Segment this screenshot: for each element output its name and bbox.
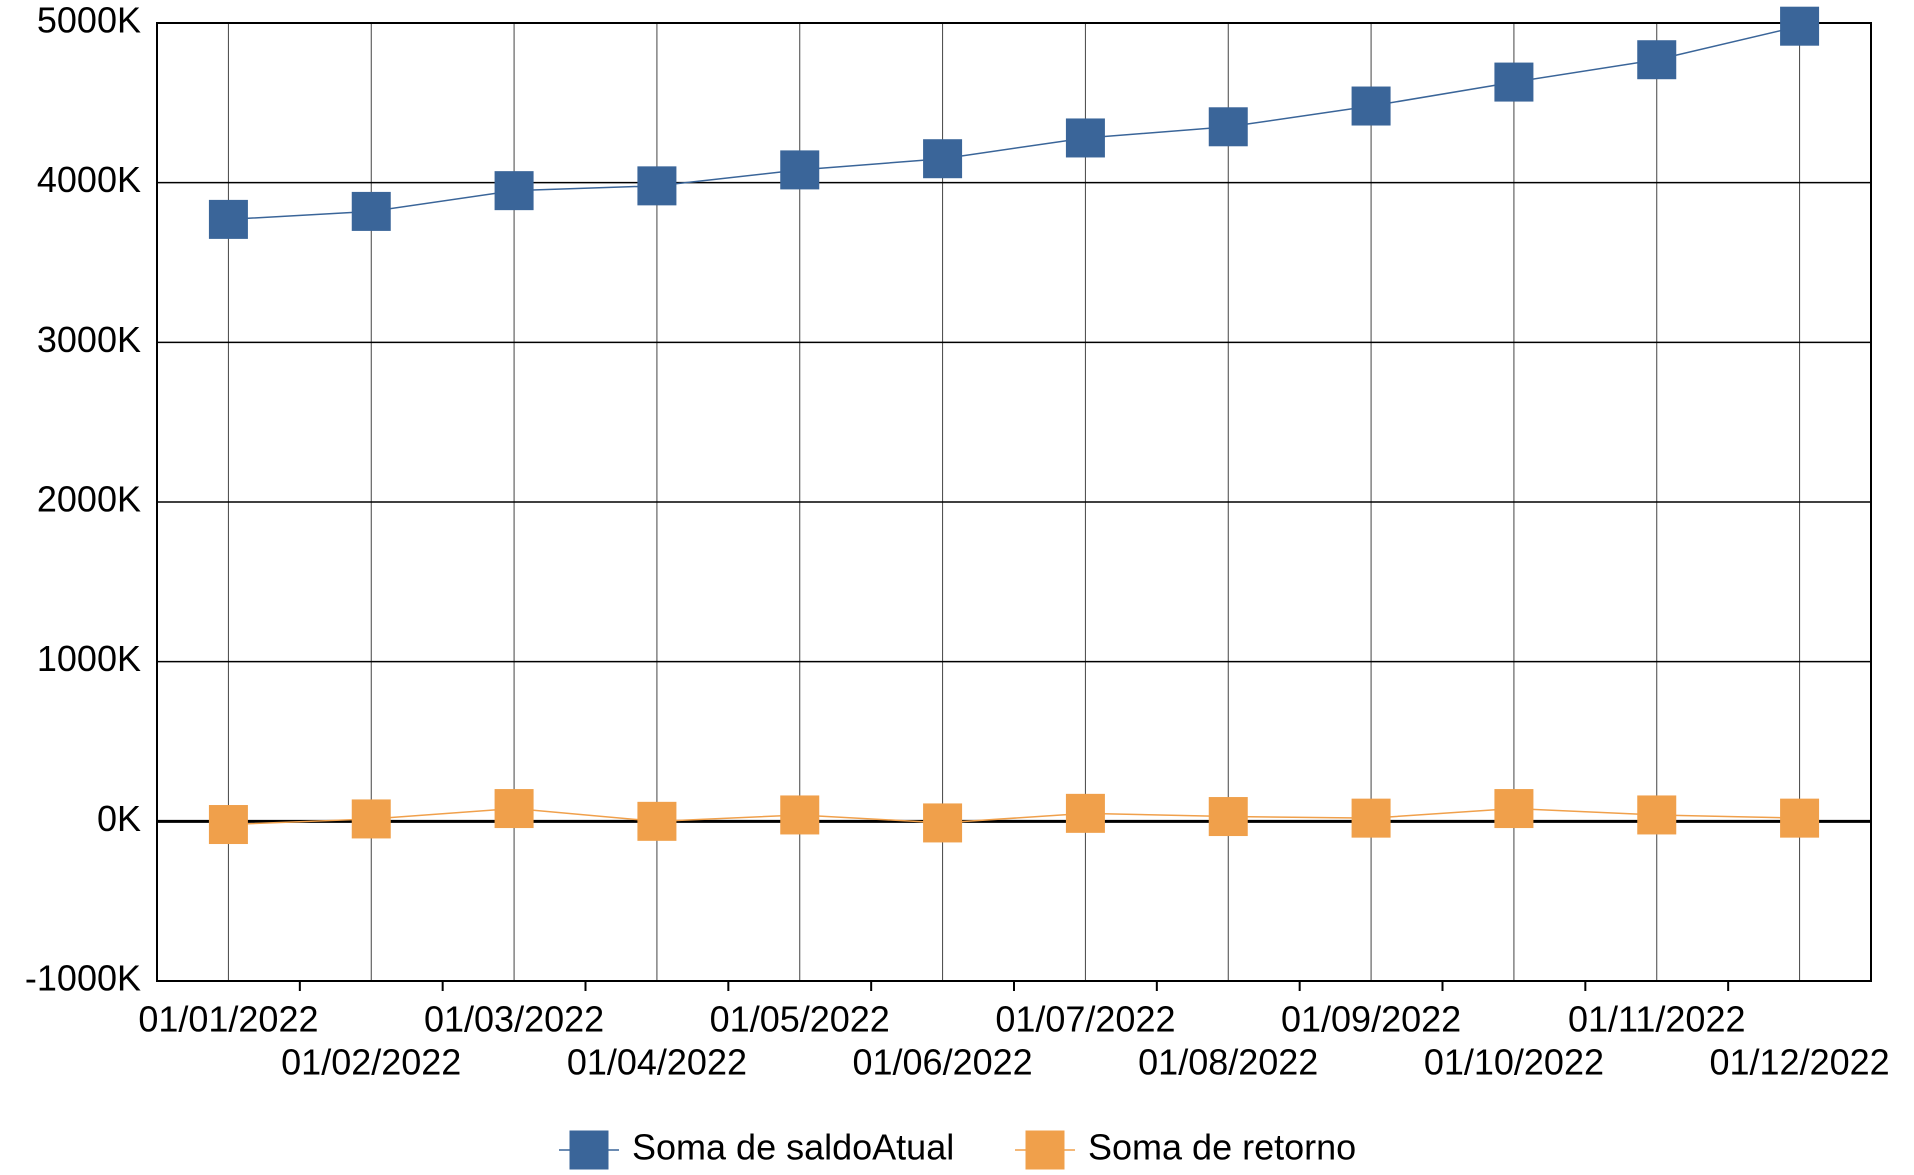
point-marker [637, 801, 677, 841]
x-tick-label: 01/05/2022 [710, 999, 890, 1040]
y-tick-label: 4000K [37, 159, 141, 200]
x-tick-label: 01/12/2022 [1709, 1042, 1889, 1083]
legend-label: Soma de retorno [1088, 1127, 1356, 1168]
point-marker [1351, 798, 1391, 838]
point-marker [780, 150, 820, 190]
point-marker [208, 199, 248, 239]
point-marker [1208, 107, 1248, 147]
point-marker [1065, 793, 1105, 833]
legend-marker [569, 1130, 609, 1170]
legend-marker [1025, 1130, 1065, 1170]
legend-label: Soma de saldoAtual [632, 1127, 954, 1168]
point-marker [1780, 798, 1820, 838]
x-tick-label: 01/06/2022 [852, 1042, 1032, 1083]
y-tick-label: 2000K [37, 479, 141, 520]
x-tick-label: 01/09/2022 [1281, 999, 1461, 1040]
point-marker [1637, 795, 1677, 835]
y-tick-label: 3000K [37, 319, 141, 360]
x-tick-label: 01/01/2022 [138, 999, 318, 1040]
point-marker [494, 789, 534, 829]
series-line [228, 807, 1800, 826]
x-tick-label: 01/03/2022 [424, 999, 604, 1040]
point-marker [923, 139, 963, 179]
point-marker [351, 191, 391, 231]
x-tick-label: 01/07/2022 [995, 999, 1175, 1040]
point-marker [923, 803, 963, 843]
point-marker [1494, 62, 1534, 102]
x-tick-label: 01/08/2022 [1138, 1042, 1318, 1083]
point-marker [1351, 86, 1391, 126]
point-marker [1494, 789, 1534, 829]
point-marker [1065, 118, 1105, 158]
y-tick-label: 0K [97, 798, 141, 839]
x-tick-label: 01/02/2022 [281, 1042, 461, 1083]
point-marker [351, 799, 391, 839]
y-tick-label: -1000K [25, 958, 141, 999]
x-tick-label: 01/04/2022 [567, 1042, 747, 1083]
point-marker [780, 795, 820, 835]
y-tick-label: 1000K [37, 638, 141, 679]
point-marker [1637, 40, 1677, 80]
point-marker [1208, 797, 1248, 837]
series-line [228, 25, 1800, 221]
point-marker [1780, 6, 1820, 46]
point-marker [637, 166, 677, 206]
point-marker [208, 805, 248, 845]
y-tick-label: 5000K [37, 0, 141, 41]
x-tick-label: 01/10/2022 [1424, 1042, 1604, 1083]
point-marker [494, 171, 534, 211]
x-tick-label: 01/11/2022 [1568, 999, 1746, 1040]
